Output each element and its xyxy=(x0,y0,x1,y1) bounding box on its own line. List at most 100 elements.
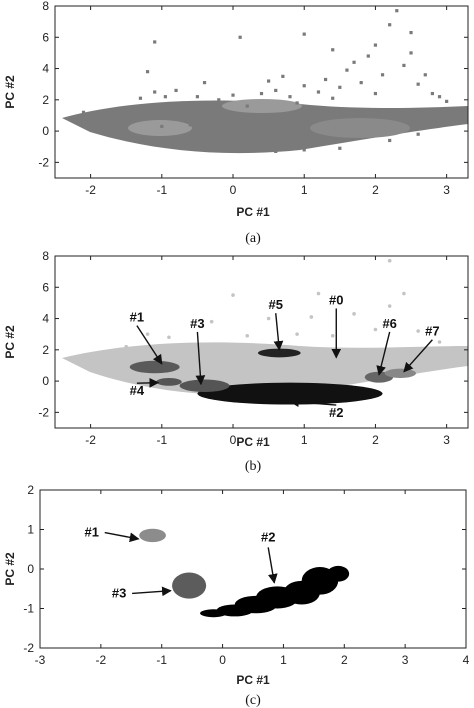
data-point xyxy=(316,90,321,94)
x-tick-label: -1 xyxy=(156,433,167,447)
panel-caption: (b) xyxy=(245,459,262,474)
x-tick-label: 2 xyxy=(341,653,348,667)
x-axis-label: PC #1 xyxy=(236,435,270,449)
cluster-5-label: #5 xyxy=(269,297,283,312)
cluster-2-blob xyxy=(327,565,350,582)
x-axis-label: PC #1 xyxy=(236,205,270,219)
panel-c-annotations: #1 #2 #3 xyxy=(84,525,278,600)
panel-b-clusters xyxy=(129,348,417,405)
data-point xyxy=(380,73,385,77)
data-point xyxy=(163,95,167,99)
data-point xyxy=(202,81,207,85)
x-tick-label: -2 xyxy=(85,183,96,197)
panel-b-axes: -2 -1 0 1 2 3 -2 0 2 4 6 8 PC #1 PC #2 (b) xyxy=(3,249,468,474)
panel-b-points xyxy=(88,258,442,371)
background-point xyxy=(402,291,406,296)
x-tick-label: 1 xyxy=(280,653,287,667)
cluster-7-arrow xyxy=(403,339,433,373)
data-point xyxy=(160,124,164,128)
data-point xyxy=(252,115,256,119)
data-point xyxy=(309,107,313,111)
cluster-4-label: #4 xyxy=(130,383,145,398)
data-point xyxy=(437,95,442,99)
data-point xyxy=(373,43,378,47)
cluster-3-arrow xyxy=(195,331,206,386)
data-point xyxy=(110,109,114,113)
data-point xyxy=(331,96,335,100)
x-tick-label: -3 xyxy=(35,653,46,667)
data-point xyxy=(145,70,150,74)
cluster-7 xyxy=(384,368,417,378)
cluster-2-arrow xyxy=(267,547,278,584)
background-point xyxy=(387,258,392,263)
data-point xyxy=(409,51,413,55)
data-point xyxy=(131,116,135,121)
data-point xyxy=(231,145,235,149)
cluster-3-arrow xyxy=(132,586,172,597)
background-point xyxy=(266,316,271,321)
data-point xyxy=(274,88,278,93)
x-tick-label: 1 xyxy=(301,433,308,447)
data-point xyxy=(288,95,292,99)
cluster-2 xyxy=(197,382,383,405)
background-point xyxy=(245,333,250,338)
data-point xyxy=(445,99,449,103)
data-point xyxy=(388,138,392,143)
panel-a-points xyxy=(81,9,449,154)
data-point xyxy=(138,96,143,100)
y-tick-label: 6 xyxy=(42,30,49,44)
panel-caption: (a) xyxy=(245,231,261,246)
data-point xyxy=(416,82,420,86)
data-point xyxy=(153,40,157,44)
y-tick-label: 4 xyxy=(42,312,49,326)
data-point xyxy=(181,135,185,139)
y-tick-label: 2 xyxy=(27,483,34,497)
cluster-2-label: #2 xyxy=(329,405,343,420)
y-tick-label: 4 xyxy=(42,62,49,76)
data-point xyxy=(302,148,306,152)
data-point xyxy=(238,35,242,39)
cluster-1-arrow xyxy=(136,325,163,365)
data-point xyxy=(217,98,221,102)
data-point xyxy=(323,77,328,82)
data-point xyxy=(373,91,378,96)
background-point xyxy=(124,344,129,349)
x-tick-label: 2 xyxy=(372,183,379,197)
data-point xyxy=(295,101,299,105)
panel-a-frame xyxy=(54,5,469,179)
data-point xyxy=(366,54,370,58)
panel-a-band-highlight-2 xyxy=(222,99,302,113)
panel-a-band xyxy=(62,100,468,154)
x-tick-label: -1 xyxy=(156,183,167,197)
data-point xyxy=(302,84,306,88)
panel-a-dense-band xyxy=(62,99,468,154)
y-tick-label: -2 xyxy=(38,405,49,419)
data-point xyxy=(338,146,342,150)
background-point xyxy=(88,366,93,371)
y-axis-label: PC #2 xyxy=(3,325,17,359)
cluster-1-label: #1 xyxy=(84,525,98,540)
data-point xyxy=(302,32,306,36)
y-tick-label: 6 xyxy=(42,280,49,294)
data-point xyxy=(103,123,107,127)
background-point xyxy=(330,333,335,338)
x-axis-label: PC #1 xyxy=(236,673,270,687)
data-point xyxy=(338,85,342,89)
background-point xyxy=(103,355,107,360)
cluster-2-arrow xyxy=(289,397,337,407)
data-point xyxy=(259,91,264,96)
panel-a: -2 -1 0 1 2 3 -2 0 2 4 6 8 PC #1 PC #2 (a) xyxy=(3,0,469,246)
background-point xyxy=(387,304,392,308)
y-tick-label: -2 xyxy=(23,641,34,655)
cluster-7-label: #7 xyxy=(425,324,439,339)
x-tick-label: 3 xyxy=(443,183,450,197)
y-axis-label: PC #2 xyxy=(3,552,17,586)
y-tick-label: 1 xyxy=(27,523,34,537)
x-tick-label: 2 xyxy=(372,433,379,447)
panel-a-axes: -2 -1 0 1 2 3 -2 0 2 4 6 8 PC #1 PC #2 (a) xyxy=(3,0,468,246)
cluster-1 xyxy=(129,360,180,374)
data-point xyxy=(96,113,100,118)
x-tick-label: 0 xyxy=(219,653,226,667)
